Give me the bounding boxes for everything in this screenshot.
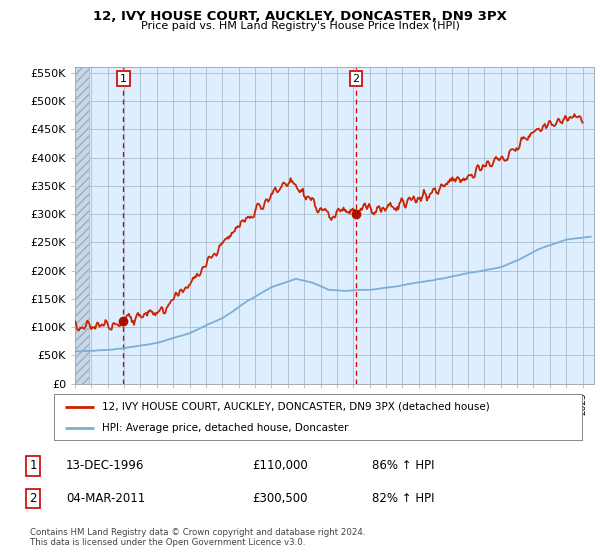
Text: HPI: Average price, detached house, Doncaster: HPI: Average price, detached house, Donc… — [101, 423, 348, 433]
Text: 1: 1 — [29, 459, 37, 473]
Text: Price paid vs. HM Land Registry's House Price Index (HPI): Price paid vs. HM Land Registry's House … — [140, 21, 460, 31]
Text: 13-DEC-1996: 13-DEC-1996 — [66, 459, 145, 473]
Text: 86% ↑ HPI: 86% ↑ HPI — [372, 459, 434, 473]
Text: 12, IVY HOUSE COURT, AUCKLEY, DONCASTER, DN9 3PX: 12, IVY HOUSE COURT, AUCKLEY, DONCASTER,… — [93, 10, 507, 23]
Text: 12, IVY HOUSE COURT, AUCKLEY, DONCASTER, DN9 3PX (detached house): 12, IVY HOUSE COURT, AUCKLEY, DONCASTER,… — [101, 402, 489, 412]
Text: 04-MAR-2011: 04-MAR-2011 — [66, 492, 145, 505]
Text: Contains HM Land Registry data © Crown copyright and database right 2024.
This d: Contains HM Land Registry data © Crown c… — [30, 528, 365, 547]
Text: 82% ↑ HPI: 82% ↑ HPI — [372, 492, 434, 505]
Text: 2: 2 — [353, 73, 359, 83]
Text: 1: 1 — [120, 73, 127, 83]
Text: £300,500: £300,500 — [252, 492, 308, 505]
Text: 2: 2 — [29, 492, 37, 505]
Text: £110,000: £110,000 — [252, 459, 308, 473]
